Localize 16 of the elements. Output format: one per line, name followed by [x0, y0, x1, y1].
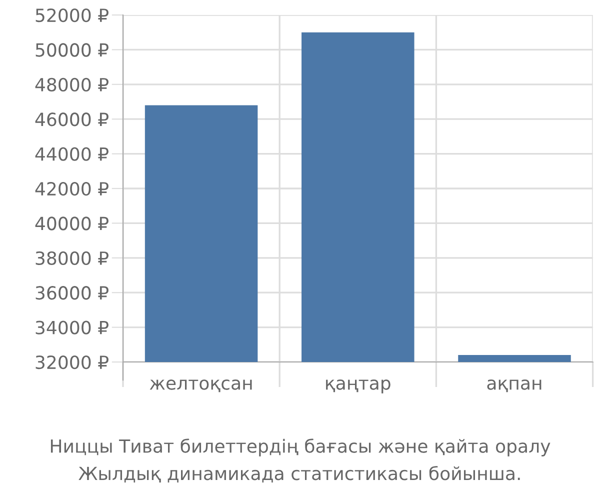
y-tick-label: 38000 ₽ — [36, 251, 108, 266]
y-tick-label: 32000 ₽ — [36, 355, 108, 370]
y-tick-label: 46000 ₽ — [35, 112, 108, 126]
x-tick-label: қаңтар — [326, 379, 390, 394]
y-tick-label: 48000 ₽ — [35, 78, 108, 92]
x-tick-label: ақпан — [487, 379, 542, 392]
y-tick-label: 40000 ₽ — [35, 216, 108, 230]
y-tick-label: 42000 ₽ — [35, 182, 108, 196]
y-tick-label: 36000 ₽ — [36, 286, 108, 300]
text: Ниццы Тиват билеттердің бағасы және қайта оралу — [50, 438, 550, 456]
y-tick-label: 44000 ₽ — [35, 147, 108, 161]
y-tick-label: 50000 ₽ — [36, 43, 108, 57]
x-tick-label: желтоқсан — [150, 379, 252, 392]
y-tick-label: 34000 ₽ — [36, 320, 108, 334]
text: Жылдық динамикада статистикасы бойынша. — [78, 466, 520, 482]
y-tick-label: 52000 ₽ — [36, 8, 108, 22]
